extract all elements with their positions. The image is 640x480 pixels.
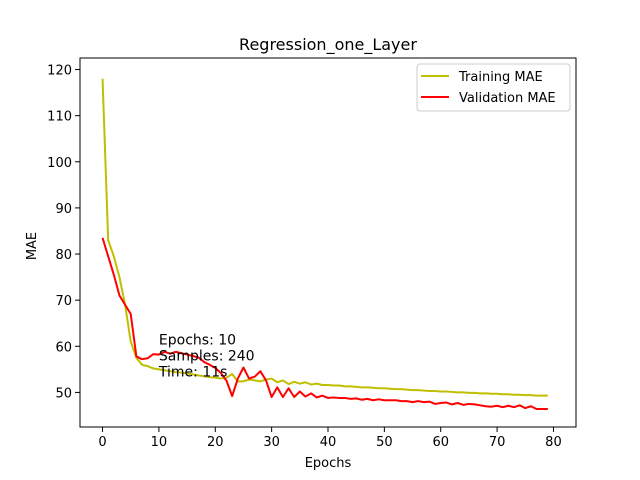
x-tick-label: 80 — [545, 435, 562, 450]
legend-box — [416, 63, 571, 112]
y-tick-label: 110 — [47, 110, 72, 125]
annotation-samples: Samples: 240 — [159, 349, 255, 365]
axis-ticks: 0 10 20 30 40 50 60 70 80 50 60 70 80 90 100 110 120 — [47, 64, 562, 450]
legend: Training MAE Validation MAE — [416, 63, 571, 112]
annotation: Epochs: 10 Samples: 240 Time: 11s — [158, 333, 255, 381]
y-tick-label: 90 — [55, 202, 72, 217]
x-tick-label: 10 — [151, 435, 168, 450]
x-tick-label: 50 — [376, 435, 393, 450]
annotation-time: Time: 11s — [158, 365, 228, 381]
y-tick-label: 80 — [55, 248, 72, 263]
chart-title: Regression_one_Layer — [239, 35, 417, 55]
y-tick-label: 120 — [47, 64, 72, 79]
x-tick-label: 60 — [432, 435, 449, 450]
x-tick-label: 40 — [320, 435, 337, 450]
y-tick-label: 100 — [47, 156, 72, 171]
legend-label-validation: Validation MAE — [459, 91, 556, 106]
x-tick-label: 0 — [98, 435, 106, 450]
y-tick-label: 50 — [55, 386, 72, 401]
x-tick-label: 20 — [207, 435, 224, 450]
validation-mae-line — [101, 237, 548, 411]
legend-label-training: Training MAE — [458, 70, 543, 85]
y-axis-label: MAE — [25, 232, 40, 260]
y-tick-label: 70 — [55, 294, 72, 309]
y-tick-label: 60 — [55, 340, 72, 355]
x-tick-label: 30 — [263, 435, 280, 450]
x-tick-label: 70 — [489, 435, 506, 450]
training-mae-line — [101, 78, 548, 397]
x-axis-label: Epochs — [305, 456, 352, 471]
annotation-epochs: Epochs: 10 — [159, 333, 236, 349]
